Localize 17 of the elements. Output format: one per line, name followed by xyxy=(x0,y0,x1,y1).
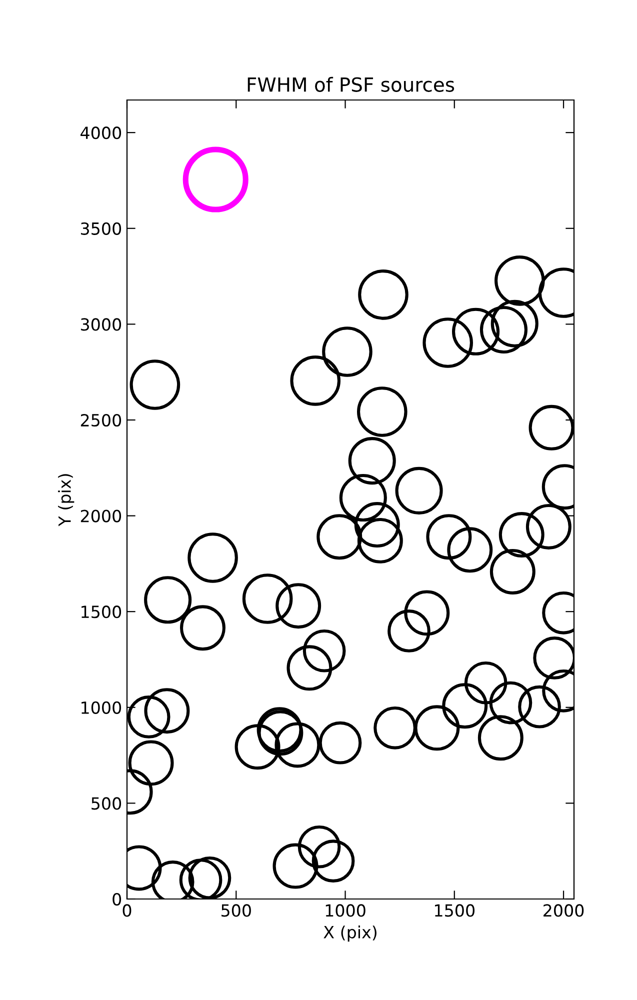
x-tick-label: 1500 xyxy=(435,904,474,917)
x-tick-label: 2000 xyxy=(544,904,584,917)
y-tick-label: 1500 xyxy=(82,606,122,618)
x-tick-label: 500 xyxy=(222,904,251,917)
x-tick-label: 1000 xyxy=(326,904,366,917)
x-axis-title: X (pix) xyxy=(324,926,376,942)
x-tick-label: 0 xyxy=(122,904,132,917)
y-axis-title: Y (pix) xyxy=(58,474,74,526)
y-tick-label: 0 xyxy=(112,892,122,906)
y-tick-label: 2500 xyxy=(80,414,122,427)
y-tick-label: 1000 xyxy=(82,701,122,714)
y-tick-label: 4000 xyxy=(80,126,122,140)
y-tick-label: 500 xyxy=(92,797,122,810)
y-tick-label: 3000 xyxy=(80,318,122,331)
chart-title: FWHM of PSF sources xyxy=(248,76,454,92)
y-tick-label: 3500 xyxy=(80,222,122,235)
y-tick-label: 2000 xyxy=(80,510,122,522)
